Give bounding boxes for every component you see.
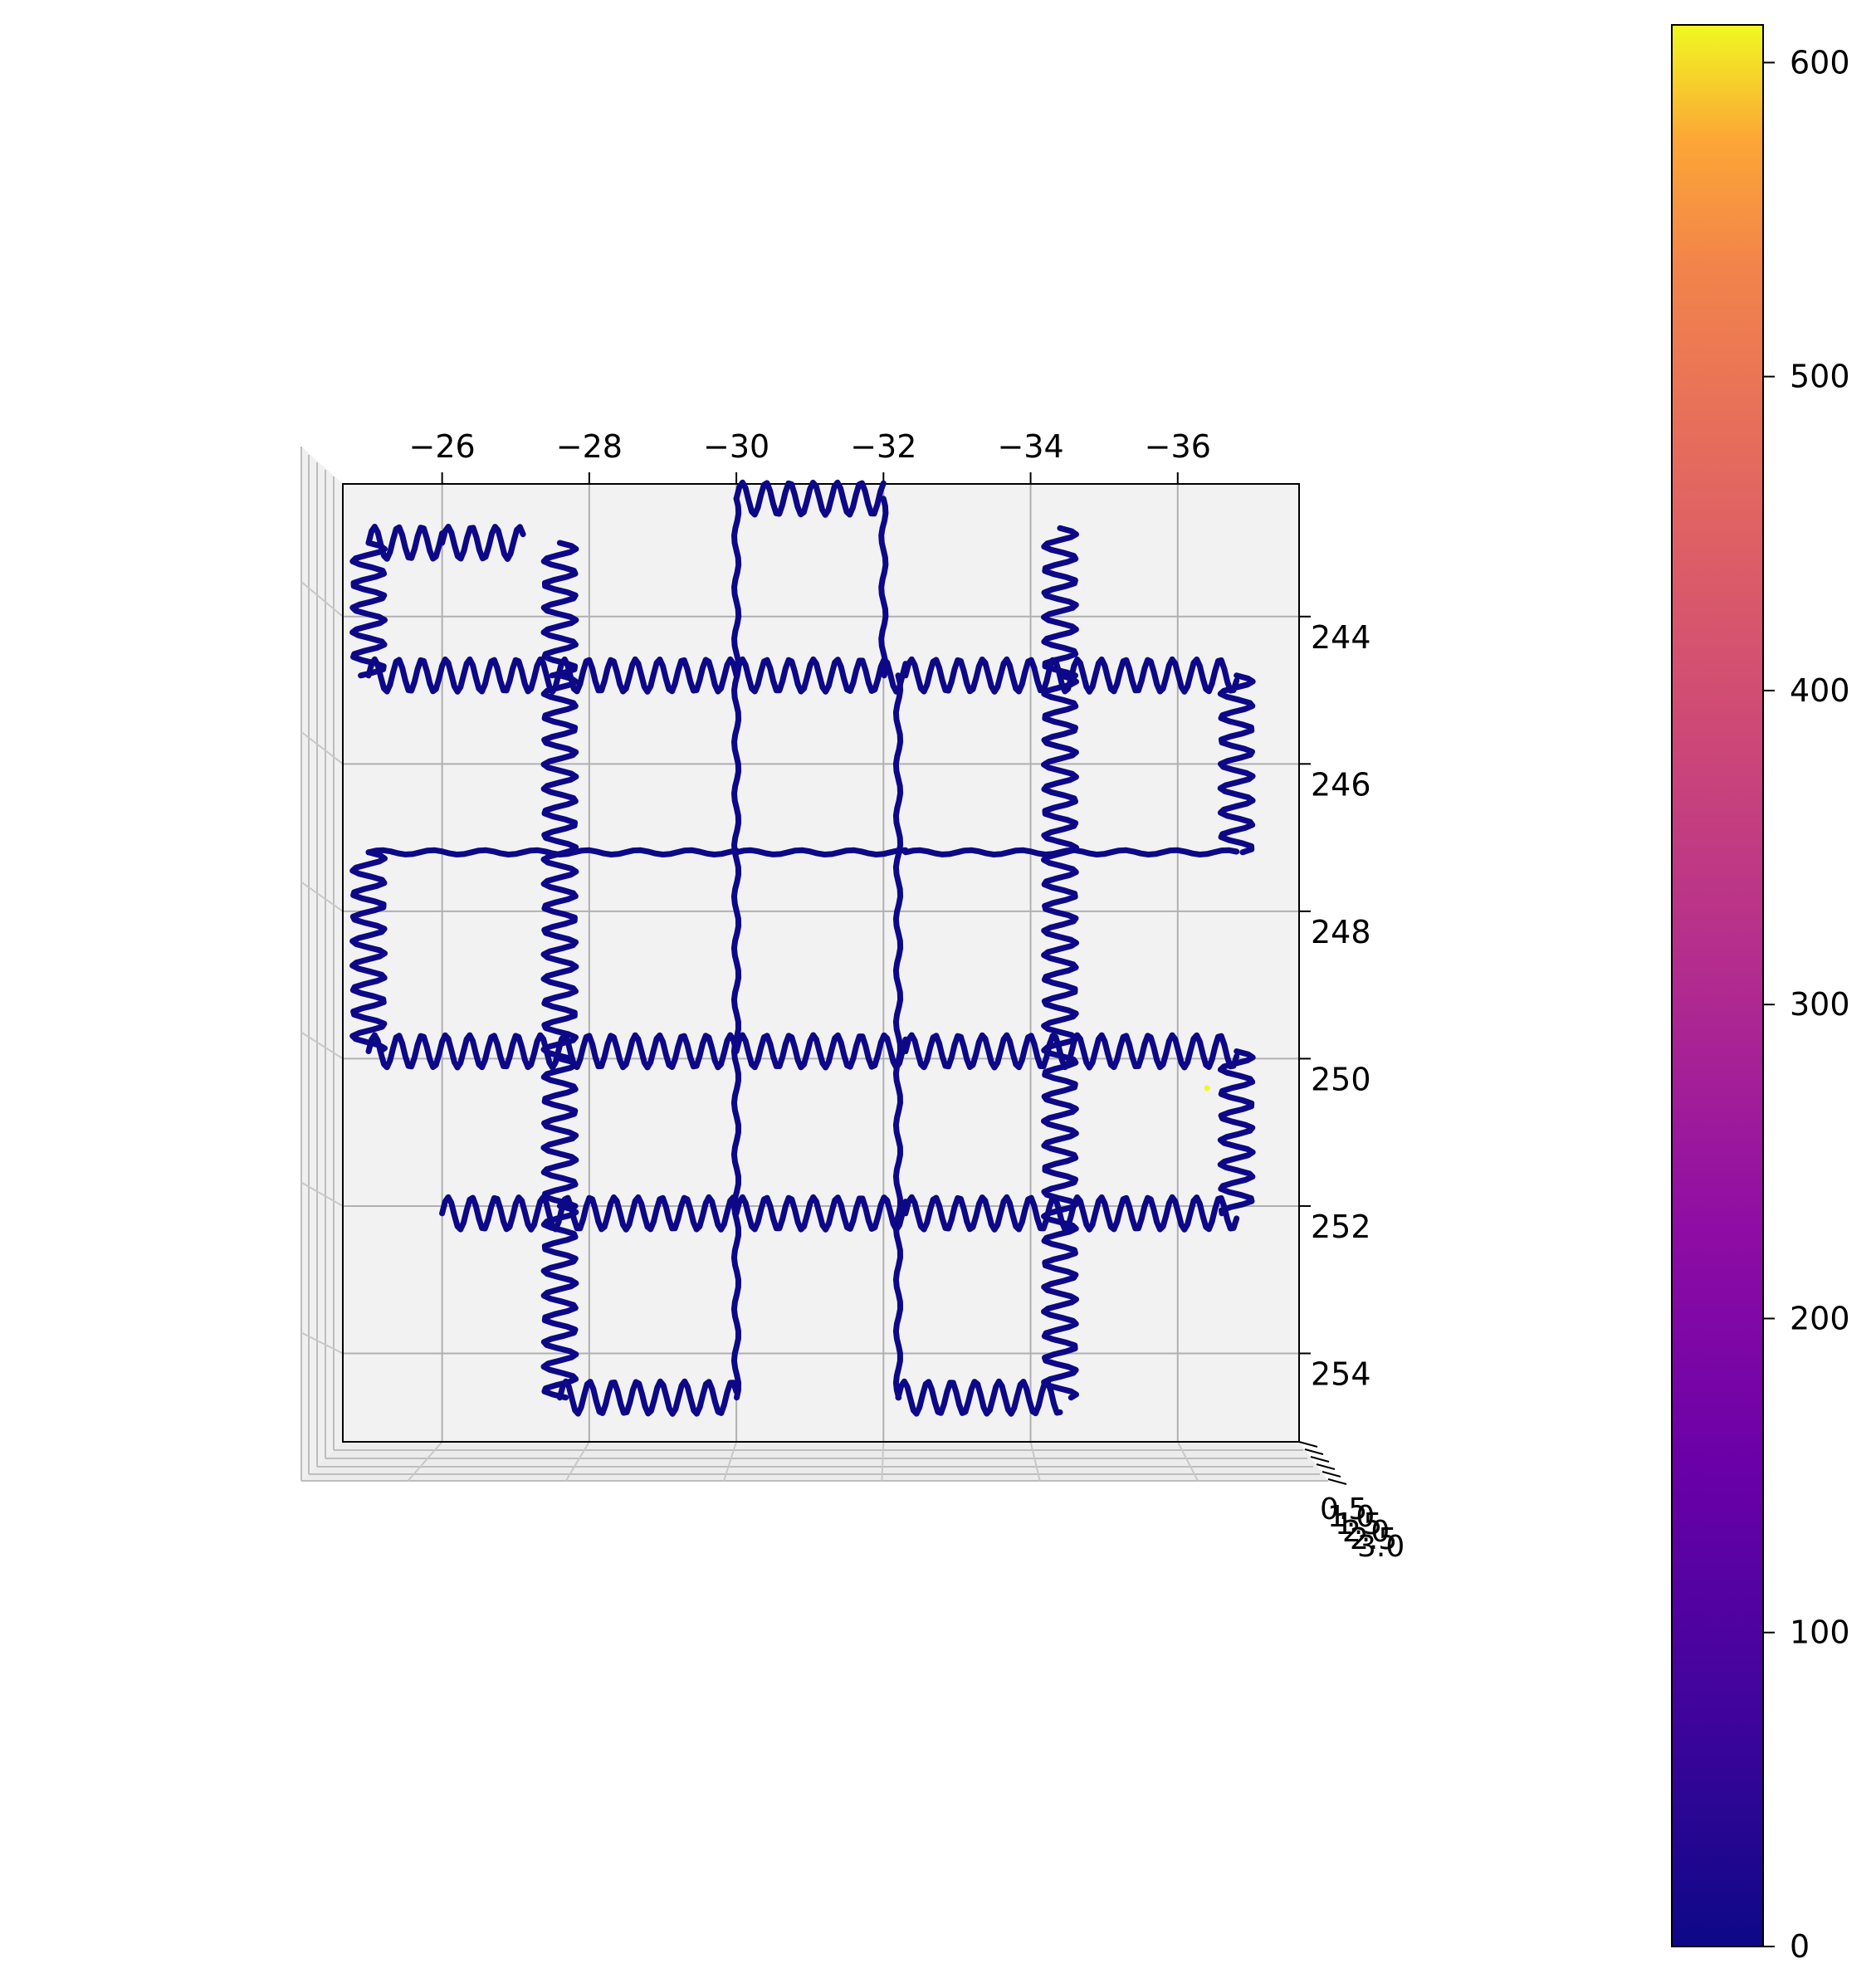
trajectory-segment xyxy=(556,1378,740,1417)
colorbar-tick-label: 400 xyxy=(1790,672,1850,709)
trajectory-segment xyxy=(878,496,889,679)
x-tick-label: −36 xyxy=(1145,428,1211,465)
colorbar-tick-label: 600 xyxy=(1790,44,1850,81)
side-grid-line xyxy=(300,1031,344,1060)
trajectory-segment xyxy=(349,849,388,1054)
z-tick-mark xyxy=(1298,1441,1318,1448)
y-tick-label: 248 xyxy=(1311,914,1371,950)
side-pane-grid xyxy=(300,581,344,1355)
side-pane xyxy=(301,447,343,1481)
colorbar-tick-label: 300 xyxy=(1790,986,1850,1023)
x-tick-label: −34 xyxy=(997,428,1063,465)
trajectory-segment xyxy=(892,672,904,1401)
side-grid-line xyxy=(300,730,344,765)
z-tick-mark xyxy=(1316,1463,1336,1470)
bottom-pane-grid xyxy=(407,1441,1199,1482)
z-tick-label: 1.5 xyxy=(1335,1507,1382,1541)
bottom-grid-line xyxy=(723,1441,738,1482)
trajectory-segment xyxy=(540,672,579,1062)
z-tick-mark xyxy=(1327,1478,1347,1485)
trajectory-segment xyxy=(1041,525,1079,679)
trajectory-segment xyxy=(895,1378,1063,1417)
trajectory-segment xyxy=(439,1194,1240,1233)
trajectory-segment xyxy=(365,1032,1240,1071)
trajectory-segment xyxy=(730,496,742,1401)
trajectory-segment xyxy=(1217,672,1256,856)
x-axis: −26 −28 −30 −32 −34 −36 xyxy=(409,428,1211,484)
side-grid-line xyxy=(300,581,344,618)
trajectory-segment xyxy=(365,656,1240,695)
trajectory-segment xyxy=(540,1203,579,1401)
y-axis: 244 246 248 250 252 254 xyxy=(1299,615,1371,1392)
colorbar-axis: 0 100 200 300 400 500 600 xyxy=(1763,44,1850,1965)
trajectory-segment xyxy=(365,847,1240,857)
trajectory-series xyxy=(349,479,1256,1417)
outlier-point xyxy=(1204,1085,1210,1092)
z-tick-label: 2.5 xyxy=(1350,1522,1397,1556)
y-tick-label: 252 xyxy=(1311,1209,1371,1245)
x-tick-label: −26 xyxy=(409,428,476,465)
plot-pane xyxy=(343,484,1299,1442)
trajectory-segment xyxy=(733,479,887,518)
plot-pane-border xyxy=(342,483,1300,1443)
side-grid-line xyxy=(300,1181,344,1207)
y-tick-label: 246 xyxy=(1311,766,1371,803)
colorbar-tick-label: 0 xyxy=(1790,1928,1810,1965)
outlier-points xyxy=(1204,1085,1210,1092)
x-tick-label: −28 xyxy=(556,428,623,465)
z-tick-mark xyxy=(1322,1471,1341,1478)
bottom-grid-line xyxy=(564,1441,590,1482)
pane-edge-lines xyxy=(300,447,1328,1482)
trajectory-segment xyxy=(540,1055,579,1209)
side-grid-line xyxy=(300,881,344,912)
bottom-pane xyxy=(301,1442,1328,1481)
y-tick-label: 250 xyxy=(1311,1061,1371,1097)
x-tick-label: −32 xyxy=(850,428,916,465)
side-grid-line xyxy=(300,1331,344,1355)
z-tick-label: 0.5 xyxy=(1320,1492,1367,1526)
colorbar-tick-label: 200 xyxy=(1790,1300,1850,1336)
y-tick-label: 244 xyxy=(1311,619,1371,656)
z-tick-mark xyxy=(1304,1448,1324,1455)
y-tick-label: 254 xyxy=(1311,1355,1371,1392)
z-tick-label: 1.0 xyxy=(1327,1500,1375,1534)
z-tick-label: 2.0 xyxy=(1342,1515,1390,1549)
bottom-grid-line xyxy=(881,1441,885,1482)
colorbar-tick-label: 100 xyxy=(1790,1614,1850,1651)
z-tick-label: 3.0 xyxy=(1357,1530,1405,1564)
bottom-grid-line xyxy=(1176,1441,1199,1482)
trajectory-segment xyxy=(349,540,388,679)
bottom-grid-line xyxy=(1029,1441,1041,1482)
trajectory-segment xyxy=(365,524,526,562)
colorbar xyxy=(1671,24,1764,1947)
bottom-grid-line xyxy=(407,1441,443,1482)
trajectory-segment xyxy=(540,540,579,679)
colorbar-tick-label: 500 xyxy=(1790,359,1850,395)
x-tick-label: −30 xyxy=(703,428,769,465)
z-axis: 0.51.01.52.02.53.0 xyxy=(1298,1441,1405,1564)
z-tick-mark xyxy=(1310,1456,1330,1463)
trajectory-segment xyxy=(1217,1048,1256,1217)
